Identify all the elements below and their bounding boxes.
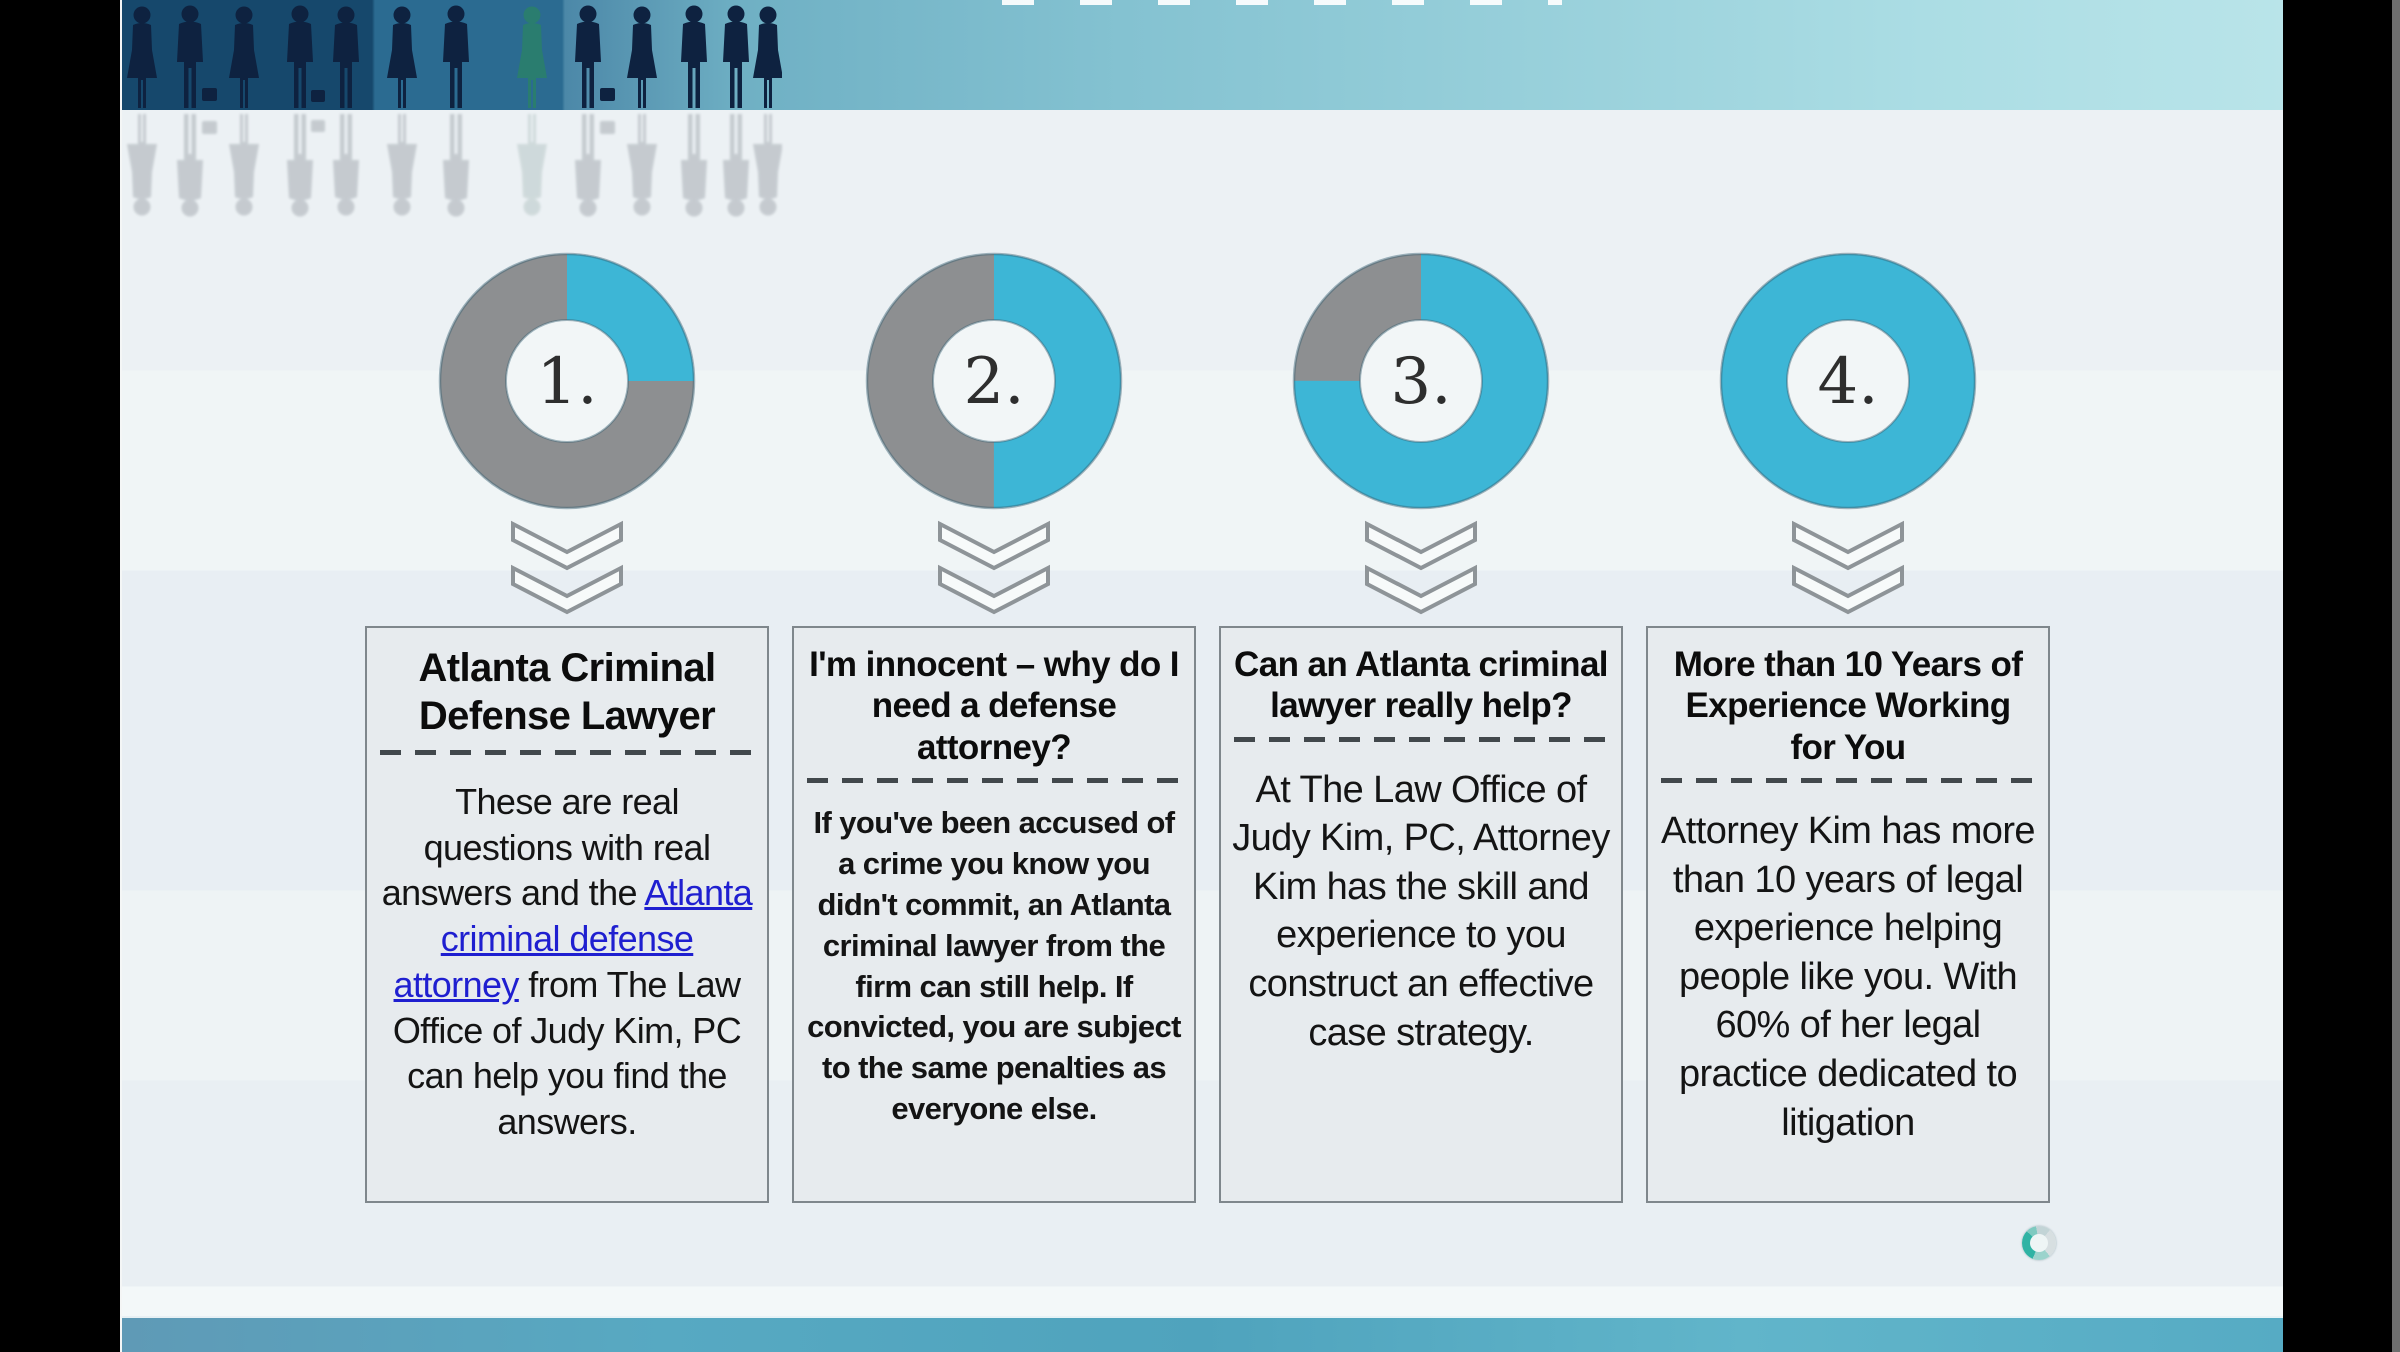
dashed-divider xyxy=(380,750,754,755)
donut-chart-step-1: 1. xyxy=(438,252,696,510)
step-card-body: If you've been accused of a crime you kn… xyxy=(807,804,1181,1127)
silhouettes-reflection xyxy=(122,110,782,222)
footer-band xyxy=(122,1316,2283,1352)
step-card-body: Attorney Kim has more than 10 years of l… xyxy=(1661,809,2035,1144)
step-card-title: I'm innocent – why do I need a defense a… xyxy=(809,645,1179,767)
step-number: 4. xyxy=(1817,345,1878,419)
cropped-title-text-fragment xyxy=(1002,0,1562,5)
step-column-3: 3. Can an Atlanta criminal lawyer really… xyxy=(1219,252,1623,1232)
step-card-body: These are real questions with real answe… xyxy=(378,779,756,1145)
body-text: from The Law Office of Judy Kim, PC can … xyxy=(392,963,742,1143)
loading-spinner-icon xyxy=(2022,1226,2056,1260)
double-chevron-down-icon xyxy=(1365,520,1477,615)
step-number: 2. xyxy=(963,345,1024,419)
dashed-divider xyxy=(1661,777,2035,783)
double-chevron-down-icon xyxy=(938,520,1050,615)
step-card-body: At The Law Office of Judy Kim, PC, Attor… xyxy=(1232,768,1610,1054)
step-number: 3. xyxy=(1390,345,1451,419)
double-chevron-down-icon xyxy=(511,520,623,615)
step-number: 1. xyxy=(536,345,597,419)
dashed-divider xyxy=(1234,736,1608,742)
step-card-4: More than 10 Years of Experience Working… xyxy=(1646,626,2050,1203)
step-column-4: 4. More than 10 Years of Experience Work… xyxy=(1646,252,2050,1232)
dashed-divider xyxy=(807,777,1181,783)
slide-canvas: 1. Atlanta Criminal Defense Lawyer These… xyxy=(120,0,2283,1352)
business-people-silhouettes-image xyxy=(122,0,782,112)
donut-chart-step-2: 2. xyxy=(865,252,1123,510)
step-card-title: Atlanta Criminal Defense Lawyer xyxy=(418,646,716,738)
step-card-2: I'm innocent – why do I need a defense a… xyxy=(792,626,1196,1203)
step-card-title: More than 10 Years of Experience Working… xyxy=(1673,645,2023,767)
donut-chart-step-3: 3. xyxy=(1292,252,1550,510)
defense-attorney-link[interactable]: Atlanta criminal defense attorney xyxy=(393,872,753,1005)
double-chevron-down-icon xyxy=(1792,520,1904,615)
step-card-3: Can an Atlanta criminal lawyer really he… xyxy=(1219,626,1623,1203)
step-card-1: Atlanta Criminal Defense Lawyer These ar… xyxy=(365,626,769,1203)
body-text: These are real questions with real answe… xyxy=(381,781,711,914)
right-edge-strip xyxy=(2392,0,2400,1352)
step-card-title: Can an Atlanta criminal lawyer really he… xyxy=(1234,645,1608,726)
step-column-2: 2. I'm innocent – why do I need a defens… xyxy=(792,252,1196,1232)
donut-chart-step-4: 4. xyxy=(1719,252,1977,510)
header-band xyxy=(122,0,2283,110)
step-column-1: 1. Atlanta Criminal Defense Lawyer These… xyxy=(365,252,769,1232)
